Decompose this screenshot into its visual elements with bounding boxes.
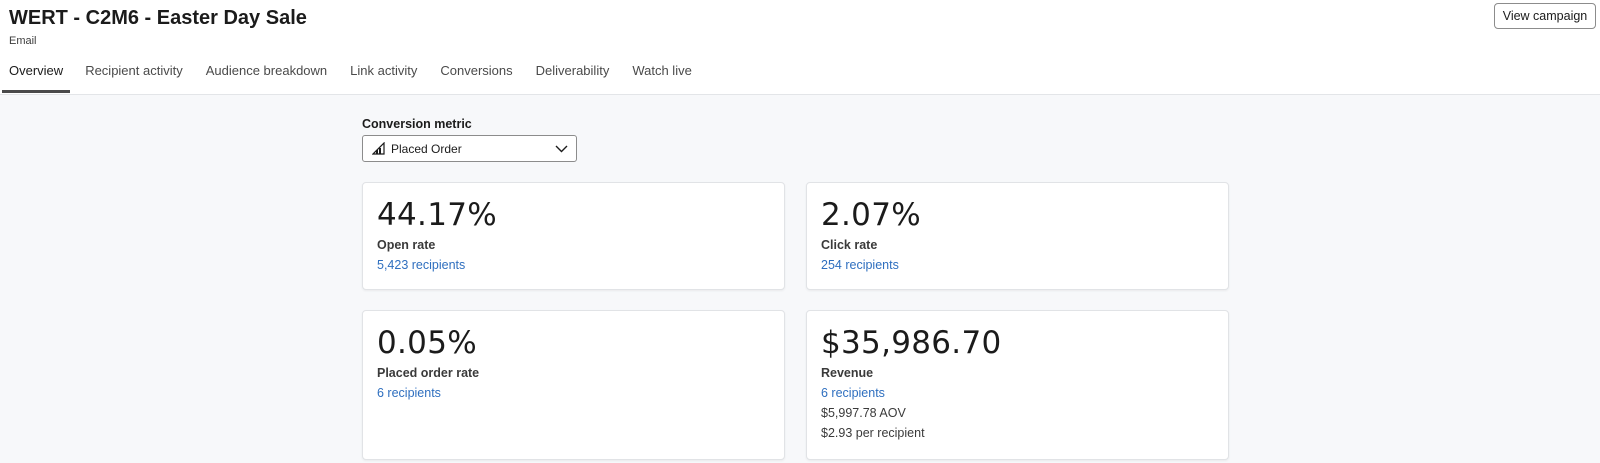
- tab-recipient-activity[interactable]: Recipient activity: [85, 63, 183, 78]
- conversion-metric-select[interactable]: Placed Order: [362, 135, 577, 162]
- placed-order-rate-label: Placed order rate: [377, 366, 480, 380]
- open-rate-recipients-link[interactable]: 5,423 recipients: [377, 258, 466, 272]
- revenue-card: $35,986.70 Revenue 6 recipients $5,997.7…: [806, 310, 1229, 460]
- revenue-aov: $5,997.78 AOV: [821, 406, 906, 420]
- revenue-per-recipient: $2.93 per recipient: [821, 426, 925, 440]
- metric-chart-icon: [372, 142, 385, 155]
- page-header: WERT - C2M6 - Easter Day Sale Email View…: [0, 0, 1600, 95]
- tab-audience-breakdown[interactable]: Audience breakdown: [205, 63, 328, 78]
- click-rate-value: 2.07%: [821, 197, 921, 233]
- revenue-value: $35,986.70: [821, 325, 1002, 361]
- tab-deliverability[interactable]: Deliverability: [535, 63, 610, 78]
- click-rate-label: Click rate: [821, 238, 878, 252]
- tab-watch-live[interactable]: Watch live: [632, 63, 692, 78]
- open-rate-value: 44.17%: [377, 197, 498, 233]
- view-campaign-button[interactable]: View campaign: [1494, 3, 1596, 29]
- tab-bar: Overview Recipient activity Audience bre…: [0, 55, 692, 93]
- chevron-down-icon: [555, 145, 568, 153]
- revenue-recipients-link[interactable]: 6 recipients: [821, 386, 885, 400]
- click-rate-card: 2.07% Click rate 254 recipients: [806, 182, 1229, 290]
- page-title: WERT - C2M6 - Easter Day Sale: [9, 7, 307, 29]
- placed-order-rate-card: 0.05% Placed order rate 6 recipients: [362, 310, 785, 460]
- conversion-metric-value: Placed Order: [391, 142, 462, 156]
- open-rate-label: Open rate: [377, 238, 436, 252]
- tab-conversions[interactable]: Conversions: [440, 63, 513, 78]
- revenue-label: Revenue: [821, 366, 874, 380]
- tab-link-activity[interactable]: Link activity: [350, 63, 418, 78]
- conversion-metric-label: Conversion metric: [362, 117, 472, 131]
- placed-order-rate-value: 0.05%: [377, 325, 477, 361]
- click-rate-recipients-link[interactable]: 254 recipients: [821, 258, 899, 272]
- placed-order-recipients-link[interactable]: 6 recipients: [377, 386, 441, 400]
- open-rate-card: 44.17% Open rate 5,423 recipients: [362, 182, 785, 290]
- page-subtitle: Email: [9, 35, 37, 47]
- tab-overview[interactable]: Overview: [1, 55, 71, 93]
